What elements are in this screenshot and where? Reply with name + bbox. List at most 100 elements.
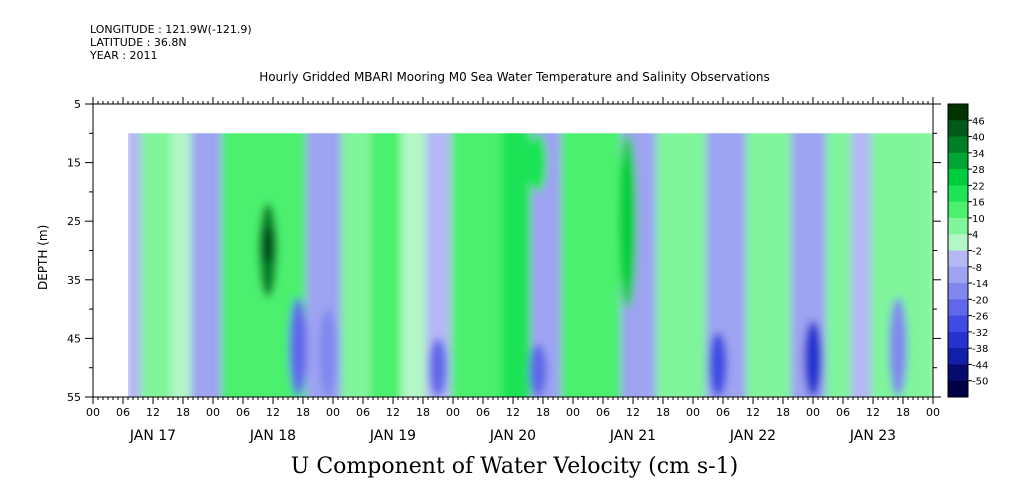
x-hour-label: 00 xyxy=(566,406,580,419)
heatmap-feature xyxy=(289,297,307,397)
x-hour-label: 00 xyxy=(206,406,220,419)
heatmap-band xyxy=(191,133,225,398)
y-tick-label: 35 xyxy=(67,274,81,287)
heatmap-band xyxy=(656,133,710,398)
heatmap-band xyxy=(128,133,145,398)
heatmap-feature xyxy=(429,338,447,397)
colorbar-swatch xyxy=(948,266,968,284)
x-hour-label: 06 xyxy=(116,406,130,419)
colorbar-swatch xyxy=(948,331,968,349)
x-hour-label: 12 xyxy=(626,406,640,419)
heatmap-feature xyxy=(259,227,277,263)
heatmap-feature xyxy=(804,320,822,397)
colorbar-label: 16 xyxy=(972,198,985,209)
x-day-label: JAN 17 xyxy=(129,428,176,444)
heatmap-feature xyxy=(319,309,337,397)
heatmap-feature xyxy=(619,133,637,310)
heatmap-band xyxy=(401,133,430,398)
x-day-label: JAN 22 xyxy=(729,428,776,444)
heatmap-feature xyxy=(709,332,727,397)
colorbar-swatch xyxy=(948,250,968,268)
y-tick-label: 55 xyxy=(67,391,81,404)
heatmap-band xyxy=(561,133,600,398)
colorbar-swatch xyxy=(948,364,968,382)
colorbar-swatch xyxy=(948,217,968,235)
heatmap-band xyxy=(341,133,375,398)
x-day-label: JAN 18 xyxy=(249,428,296,444)
x-hour-label: 00 xyxy=(686,406,700,419)
colorbar-label: 34 xyxy=(972,149,985,160)
x-hour-label: 06 xyxy=(716,406,730,419)
colorbar-swatch xyxy=(948,185,968,203)
colorbar-swatch xyxy=(948,380,968,398)
x-hour-label: 12 xyxy=(386,406,400,419)
chart-bottom-title: U Component of Water Velocity (cm s-1) xyxy=(290,454,739,479)
colorbar-swatch xyxy=(948,169,968,186)
chart-title: Hourly Gridded MBARI Mooring M0 Sea Wate… xyxy=(259,70,770,84)
year-text: YEAR : 2011 xyxy=(90,49,158,62)
x-hour-label: 00 xyxy=(86,406,100,419)
x-hour-label: 18 xyxy=(776,406,790,419)
x-hour-label: 12 xyxy=(266,406,280,419)
x-hour-label: 06 xyxy=(356,406,370,419)
heatmap-band xyxy=(596,133,625,398)
x-hour-label: 00 xyxy=(926,406,940,419)
x-day-label: JAN 23 xyxy=(849,428,896,444)
x-hour-label: 18 xyxy=(296,406,310,419)
colorbar-label: -26 xyxy=(972,312,988,323)
y-tick-label: 25 xyxy=(67,215,81,228)
colorbar-label: -2 xyxy=(972,247,982,258)
x-hour-label: 18 xyxy=(176,406,190,419)
colorbar-label: 46 xyxy=(972,116,985,127)
colorbar-label: -20 xyxy=(972,295,988,306)
y-tick-label: 45 xyxy=(67,332,81,345)
x-hour-label: 06 xyxy=(836,406,850,419)
colorbar-swatch xyxy=(948,315,968,333)
colorbar-swatch xyxy=(948,120,968,138)
heatmap-band xyxy=(746,133,795,398)
colorbar-swatch xyxy=(948,348,968,365)
y-tick-label: 5 xyxy=(74,98,81,111)
colorbar-swatch xyxy=(948,152,968,170)
colorbar-swatch xyxy=(948,104,968,121)
heatmap-feature xyxy=(529,133,547,192)
x-hour-label: 12 xyxy=(746,406,760,419)
x-hour-label: 06 xyxy=(476,406,490,419)
x-hour-label: 12 xyxy=(506,406,520,419)
x-hour-label: 00 xyxy=(326,406,340,419)
x-hour-label: 06 xyxy=(596,406,610,419)
colorbar-label: -50 xyxy=(972,377,988,388)
heatmap-band xyxy=(451,133,505,398)
heatmap-feature xyxy=(529,344,547,397)
colorbar-swatch xyxy=(948,283,968,300)
colorbar-label: 28 xyxy=(972,165,985,176)
x-day-label: JAN 19 xyxy=(369,428,416,444)
heatmap-band xyxy=(141,133,175,398)
x-day-label: JAN 21 xyxy=(609,428,656,444)
colorbar-label: -38 xyxy=(972,344,988,355)
heatmap-band xyxy=(501,133,535,398)
colorbar-label: -8 xyxy=(972,263,982,274)
heatmap-band xyxy=(826,133,855,398)
colorbar-label: -14 xyxy=(972,279,988,290)
colorbar-swatch xyxy=(948,234,968,251)
x-day-label: JAN 20 xyxy=(489,428,536,444)
colorbar-label: -32 xyxy=(972,328,988,339)
x-hour-label: 12 xyxy=(866,406,880,419)
colorbar-label: 4 xyxy=(972,230,978,241)
heatmap-field xyxy=(128,133,933,398)
colorbar-swatch xyxy=(948,299,968,317)
y-tick-label: 15 xyxy=(67,157,81,170)
x-hour-label: 06 xyxy=(236,406,250,419)
x-hour-label: 18 xyxy=(656,406,670,419)
x-hour-label: 18 xyxy=(416,406,430,419)
colorbar-label: 40 xyxy=(972,133,985,144)
x-hour-label: 00 xyxy=(446,406,460,419)
x-hour-label: 18 xyxy=(536,406,550,419)
x-hour-label: 12 xyxy=(146,406,160,419)
colorbar-label: 22 xyxy=(972,181,985,192)
colorbar-swatch xyxy=(948,201,968,219)
longitude-text: LONGITUDE : 121.9W(-121.9) xyxy=(90,23,252,36)
x-hour-label: 00 xyxy=(806,406,820,419)
latitude-text: LATITUDE : 36.8N xyxy=(90,36,187,49)
